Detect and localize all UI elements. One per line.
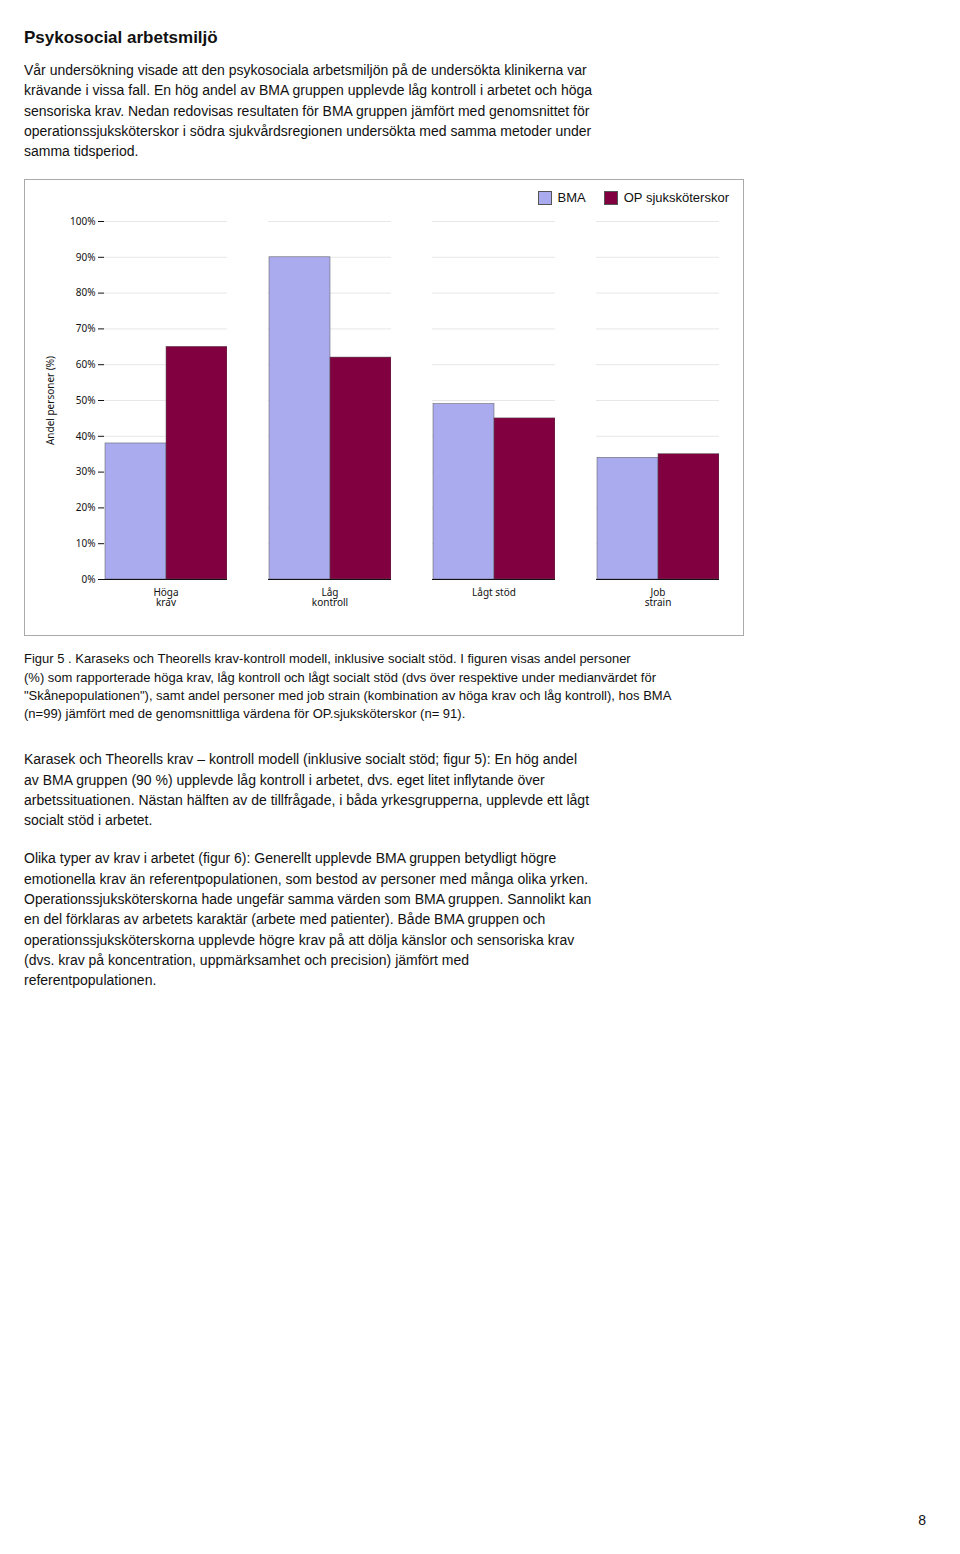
svg-text:60%: 60% [76, 357, 96, 371]
svg-text:Högakrav: Högakrav [153, 585, 178, 609]
svg-text:40%: 40% [76, 429, 96, 443]
html-text:Figur 5 . Karaseks och Theorel: Figur 5 . Karaseks och Theorells krav-ko… [24, 651, 672, 721]
html-text:Karasek och Theorells krav – k: Karasek och Theorells krav – kontroll mo… [24, 751, 589, 829]
svg-text:100%: 100% [70, 214, 95, 228]
svg-text:0%: 0% [81, 572, 95, 586]
html-text:Olika typer av krav i arbetet: Olika typer av krav i arbetet (figur 6):… [24, 850, 592, 989]
svg-text:10%: 10% [76, 536, 96, 550]
svg-text:Andel personer (%): Andel personer (%) [43, 356, 57, 445]
html-text:Vår undersökning visade att de: Vår undersökning visade att den psykosoc… [24, 62, 593, 160]
html-text:8: 8 [918, 1512, 926, 1528]
svg-text:Lågkontroll: Lågkontroll [312, 585, 348, 609]
svg-text:90%: 90% [76, 250, 96, 264]
svg-text:Jobstrain: Jobstrain [645, 585, 672, 609]
svg-text:70%: 70% [76, 322, 96, 336]
svg-text:Lågt stöd: Lågt stöd [472, 585, 516, 599]
html-text:BMA: BMA [557, 190, 586, 206]
svg-text:50%: 50% [76, 393, 96, 407]
svg-text:30%: 30% [76, 465, 96, 479]
html-text:OP sjuksköterskor: OP sjuksköterskor [623, 190, 729, 206]
svg-text:20%: 20% [76, 501, 96, 515]
svg-text:80%: 80% [76, 286, 96, 300]
html-text:Psykosocial arbetsmiljö: Psykosocial arbetsmiljö [24, 28, 218, 47]
